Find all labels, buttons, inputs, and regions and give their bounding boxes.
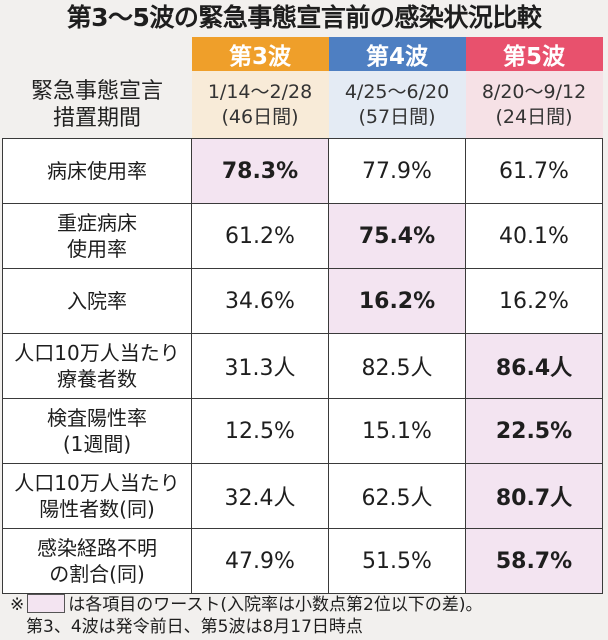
metric-row: 人口10万人当たり 陽性者数(同) 32.4人 62.5人 80.7人: [2, 463, 603, 529]
wave4-header: 第4波: [328, 37, 466, 71]
wave3-value-cell: 34.6%: [191, 268, 329, 334]
footnote-highlight: ※ は各項目のワースト(入院率は小数点第2位以下の差)。: [10, 594, 482, 616]
wave4-value-cell: 51.5%: [328, 528, 466, 594]
wave4-period-duration: (57日間): [358, 105, 436, 128]
metric-label-line2: (1週間): [62, 432, 132, 456]
wave5-period: 8/20〜9/12 (24日間): [465, 71, 603, 139]
metric-label-line1: 入院率: [67, 289, 127, 313]
wave5-value-cell: 80.7人: [465, 463, 603, 529]
wave5-period-duration: (24日間): [495, 105, 573, 128]
wave3-period-dates: 1/14〜2/28: [207, 80, 313, 103]
wave4-period-dates: 4/25〜6/20: [344, 80, 450, 103]
wave5-header: 第5波: [465, 37, 603, 71]
wave5-value-cell: 61.7%: [465, 138, 603, 204]
metric-row: 入院率 34.6% 16.2% 16.2%: [2, 268, 603, 334]
wave4-value-cell: 82.5人: [328, 333, 466, 399]
metric-label: 人口10万人当たり 陽性者数(同): [2, 463, 192, 529]
metric-row: 病床使用率 78.3% 77.9% 61.7%: [2, 138, 603, 204]
wave3-value-cell: 61.2%: [191, 203, 329, 269]
footnote-timing: 第3、4波は発令前日、第5波は8月17日時点: [26, 617, 363, 637]
metric-label-line2: 療養者数: [57, 367, 137, 391]
chart-title: 第3〜5波の緊急事態宣言前の感染状況比較: [66, 3, 542, 32]
metric-label-line1: 人口10万人当たり: [14, 471, 180, 495]
period-label: 緊急事態宣言 措置期間: [3, 71, 192, 139]
wave5-value-cell: 40.1%: [465, 203, 603, 269]
wave3-period: 1/14〜2/28 (46日間): [191, 71, 329, 139]
period-label-line1: 緊急事態宣言: [30, 78, 163, 104]
metric-label: 検査陽性率 (1週間): [2, 398, 192, 464]
metric-label-line1: 検査陽性率: [47, 406, 147, 430]
wave3-period-duration: (46日間): [221, 105, 299, 128]
wave5-period-dates: 8/20〜9/12: [481, 80, 587, 103]
wave4-value-cell: 16.2%: [328, 268, 466, 334]
wave5-value-cell: 86.4人: [465, 333, 603, 399]
wave3-header: 第3波: [191, 37, 329, 71]
metric-label-line2: 陽性者数(同): [39, 497, 155, 521]
metric-label-line1: 重症病床: [57, 211, 137, 235]
header-corner: [2, 37, 192, 71]
metric-label-line2: の割合(同): [49, 562, 145, 586]
metric-row: 人口10万人当たり 療養者数 31.3人 82.5人 86.4人: [2, 333, 603, 399]
metric-label: 感染経路不明 の割合(同): [2, 528, 192, 594]
highlight-swatch: [27, 594, 66, 613]
comparison-table: 第3波 第4波 第5波 緊急事態宣言 措置期間 1/14〜2/28 (46日間)…: [2, 37, 603, 594]
metric-row: 検査陽性率 (1週間) 12.5% 15.1% 22.5%: [2, 398, 603, 464]
wave4-value-cell: 77.9%: [328, 138, 466, 204]
wave3-value-cell: 32.4人: [191, 463, 329, 529]
wave4-period: 4/25〜6/20 (57日間): [328, 71, 466, 139]
footnote-mark: ※: [10, 595, 25, 615]
metric-label-line1: 人口10万人当たり: [14, 341, 180, 365]
wave4-value-cell: 62.5人: [328, 463, 466, 529]
wave3-value-cell: 31.3人: [191, 333, 329, 399]
wave5-value-cell: 58.7%: [465, 528, 603, 594]
wave3-value-cell: 12.5%: [191, 398, 329, 464]
metric-row: 重症病床 使用率 61.2% 75.4% 40.1%: [2, 203, 603, 269]
metric-label-line1: 病床使用率: [47, 159, 147, 183]
metric-label-line2: 使用率: [67, 237, 127, 261]
period-label-line2: 措置期間: [52, 105, 141, 131]
wave-header-row: 第3波 第4波 第5波: [2, 37, 603, 71]
wave4-value-cell: 75.4%: [328, 203, 466, 269]
period-row: 緊急事態宣言 措置期間 1/14〜2/28 (46日間) 4/25〜6/20 (…: [3, 71, 603, 139]
metric-label-line1: 感染経路不明: [37, 536, 157, 560]
wave3-value-cell: 78.3%: [191, 138, 329, 204]
wave3-value-cell: 47.9%: [191, 528, 329, 594]
wave4-value-cell: 15.1%: [328, 398, 466, 464]
wave5-value-cell: 16.2%: [465, 268, 603, 334]
metric-label: 入院率: [2, 268, 192, 334]
wave5-value-cell: 22.5%: [465, 398, 603, 464]
metric-label: 重症病床 使用率: [2, 203, 192, 269]
metric-label: 人口10万人当たり 療養者数: [2, 333, 192, 399]
footnote-line1: は各項目のワースト(入院率は小数点第2位以下の差)。: [68, 595, 483, 615]
metric-rows: 病床使用率 78.3% 77.9% 61.7% 重症病床 使用率 61.2% 75.4% 40.…: [2, 138, 603, 594]
metric-label: 病床使用率: [2, 138, 192, 204]
metric-row: 感染経路不明 の割合(同) 47.9% 51.5% 58.7%: [2, 528, 603, 594]
